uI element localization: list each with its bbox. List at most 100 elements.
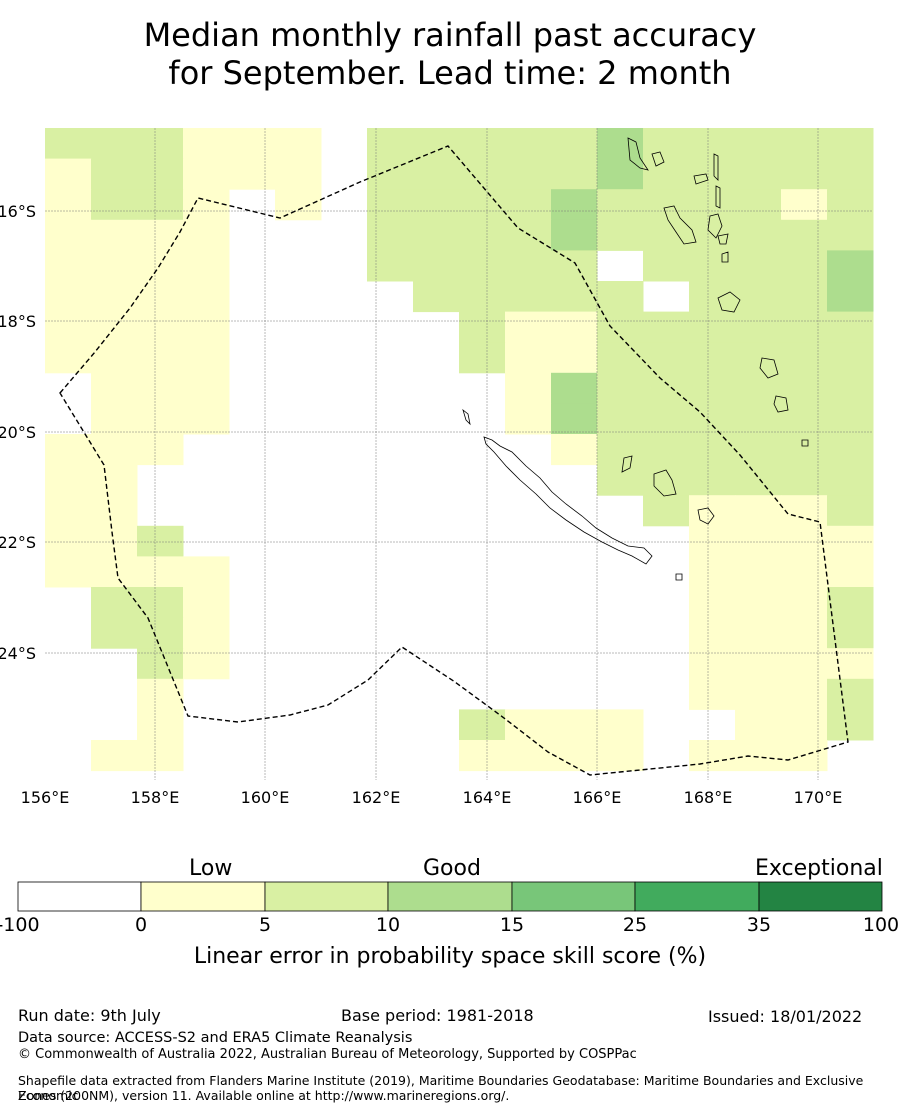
skill-cell: [91, 158, 138, 190]
skill-cell: [597, 128, 644, 160]
skill-cell: [45, 158, 92, 190]
skill-cell: [781, 648, 828, 680]
skill-cell: [597, 709, 644, 741]
skill-grid: [45, 128, 874, 772]
skill-cell: [827, 128, 874, 160]
skill-cell: [91, 219, 138, 251]
shapefile-credit-line-2: Zones (200NM), version 11. Available onl…: [18, 1088, 510, 1103]
skill-score-map: 156°E 158°E 160°E 162°E 164°E 166°E 168°E 170°E…: [0, 128, 874, 807]
skill-cell: [505, 281, 552, 313]
skill-cell: [643, 403, 690, 435]
skill-cell: [183, 219, 230, 251]
skill-cell: [183, 189, 230, 221]
skill-cell: [91, 189, 138, 221]
skill-cell: [413, 189, 460, 221]
skill-cell: [827, 219, 874, 251]
pentecost-outline: [715, 185, 721, 209]
skill-cell: [827, 158, 874, 190]
skill-cell: [137, 648, 184, 680]
gaua-outline: [651, 151, 665, 167]
skill-cell: [505, 403, 552, 435]
lon-tick-label: 166°E: [573, 788, 622, 807]
skill-cell: [137, 342, 184, 374]
skill-cell: [459, 189, 506, 221]
skill-cell: [183, 403, 230, 435]
skill-cell: [45, 434, 92, 466]
skill-cell: [45, 342, 92, 374]
skill-cell: [781, 372, 828, 404]
skill-cell: [781, 464, 828, 496]
skill-cell: [643, 434, 690, 466]
skill-cell: [735, 372, 782, 404]
skill-cell: [459, 342, 506, 374]
skill-cell: [459, 281, 506, 313]
skill-cell: [643, 128, 690, 160]
skill-cell: [91, 281, 138, 313]
skill-cell: [367, 128, 414, 160]
efate-outline: [717, 291, 741, 313]
torres-banks-outline: [627, 137, 649, 171]
skill-cell: [735, 709, 782, 741]
skill-cell: [137, 158, 184, 190]
skill-cell: [183, 311, 230, 343]
skill-cell: [137, 128, 184, 160]
issued-date: Issued: 18/01/2022: [708, 1007, 863, 1026]
skill-cell: [827, 434, 874, 466]
skill-cell: [597, 372, 644, 404]
land-outlines: [462, 137, 809, 581]
skill-cell: [827, 342, 874, 374]
skill-cell: [827, 709, 874, 741]
skill-cell: [689, 158, 736, 190]
colorbar-category-good: Good: [423, 856, 481, 881]
skill-cell: [597, 342, 644, 374]
skill-cell: [827, 403, 874, 435]
skill-cell: [781, 556, 828, 588]
shapefile-credit-line-1: Shapefile data extracted from Flanders M…: [18, 1073, 864, 1103]
skill-cell: [275, 128, 322, 160]
skill-cell: [505, 128, 552, 160]
skill-cell: [781, 311, 828, 343]
skill-cell: [183, 158, 230, 190]
skill-cell: [505, 740, 552, 772]
skill-cell: [91, 740, 138, 772]
skill-cell: [137, 250, 184, 282]
skill-cell: [827, 525, 874, 557]
skill-cell: [781, 342, 828, 374]
skill-cell: [137, 434, 184, 466]
skill-cell: [689, 311, 736, 343]
skill-cell: [689, 434, 736, 466]
skill-cell: [597, 434, 644, 466]
skill-cell: [689, 617, 736, 649]
skill-cell: [735, 464, 782, 496]
skill-cell: [735, 617, 782, 649]
skill-cell: [183, 281, 230, 313]
skill-cell: [735, 403, 782, 435]
skill-cell: [689, 128, 736, 160]
ouvea-outline: [621, 455, 633, 473]
lat-tick-label: 18°S: [0, 312, 36, 331]
skill-cell: [643, 372, 690, 404]
skill-cell: [91, 464, 138, 496]
colorbar-swatch: [387, 881, 513, 912]
lon-tick-label: 168°E: [684, 788, 733, 807]
skill-cell: [735, 678, 782, 710]
skill-cell: [735, 311, 782, 343]
skill-cell: [735, 434, 782, 466]
skill-cell: [459, 709, 506, 741]
skill-cell: [91, 250, 138, 282]
skill-cell: [459, 219, 506, 251]
eez-boundary: [59, 145, 849, 776]
skill-cell: [413, 219, 460, 251]
skill-cell: [689, 740, 736, 772]
skill-cell: [781, 617, 828, 649]
skill-cell: [183, 128, 230, 160]
skill-cell: [827, 678, 874, 710]
lon-tick-label: 158°E: [131, 788, 180, 807]
skill-cell: [551, 158, 598, 190]
skill-cell: [137, 617, 184, 649]
colorbar-tick-minus100: -100: [0, 914, 40, 936]
skill-cell: [827, 189, 874, 221]
skill-cell: [827, 556, 874, 588]
skill-cell: [827, 495, 874, 527]
lat-tick-label: 22°S: [0, 533, 36, 552]
